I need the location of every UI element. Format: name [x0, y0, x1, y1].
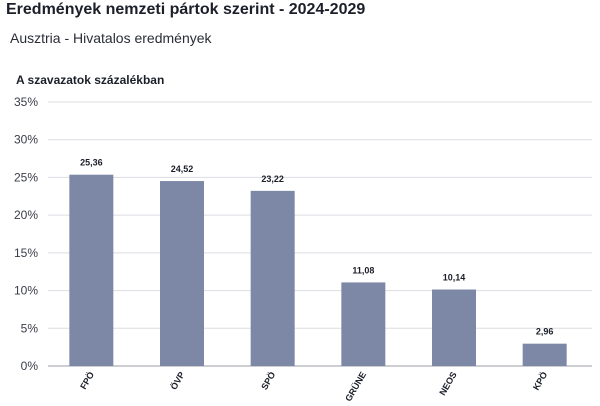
x-tick-label: FPÖ [78, 370, 96, 391]
x-tick-label: GRÜNE [343, 370, 368, 403]
bar-fpö [69, 174, 114, 366]
bar-kpö [522, 343, 567, 366]
bar-grüne [341, 282, 386, 366]
labels: 0% 5% 10% 15% 20% 25% 30% 35% 25,36 FPÖ 24,52 ÖVP 23… [14, 95, 553, 403]
x-tick-label: SPÖ [259, 370, 277, 391]
y-axis-label: A szavazatok százalékban [16, 73, 165, 87]
y-tick-label: 35% [14, 95, 38, 109]
bars [69, 174, 567, 366]
x-tick-label: ÖVP [169, 370, 187, 391]
data-label: 10,14 [443, 273, 466, 283]
bar-övp [160, 181, 204, 366]
chart-title: Eredmények nemzeti pártok szerint - 2024… [6, 1, 366, 18]
x-tick-label: NEOS [437, 370, 458, 397]
data-label: 2,96 [536, 327, 554, 337]
y-tick-label: 5% [21, 321, 39, 335]
data-label: 23,22 [261, 174, 284, 184]
bar-neos [432, 289, 476, 366]
y-tick-label: 10% [14, 284, 38, 298]
y-tick-label: 15% [14, 246, 38, 260]
data-label: 25,36 [80, 158, 103, 168]
data-label: 11,08 [352, 265, 374, 275]
chart-subtitle: Ausztria - Hivatalos eredmények [10, 30, 212, 46]
y-tick-label: 30% [14, 133, 38, 147]
x-tick-label: KPÖ [531, 370, 549, 392]
data-label: 24,52 [171, 164, 194, 174]
bar-spö [250, 190, 295, 366]
y-tick-label: 0% [21, 359, 39, 373]
y-tick-label: 25% [14, 170, 38, 184]
grid-lines [48, 101, 592, 367]
y-tick-label: 20% [14, 208, 38, 222]
